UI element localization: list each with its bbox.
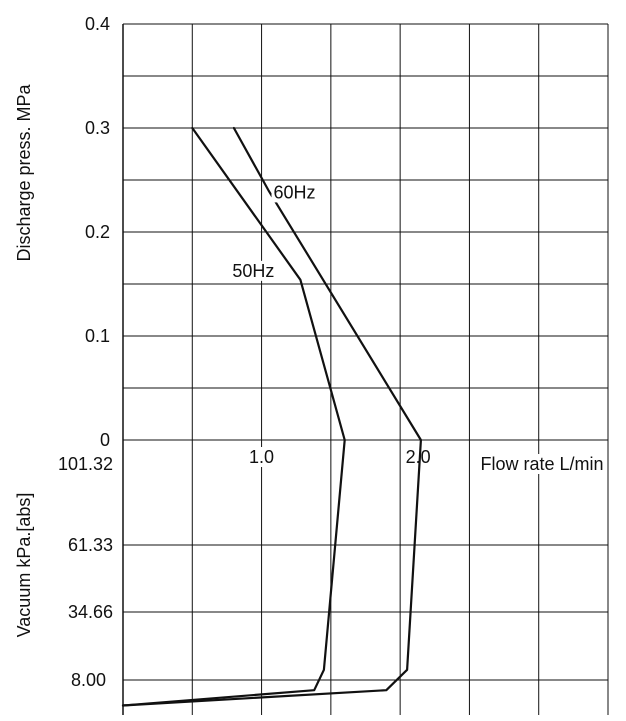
tick-labels: 1.0 2.0 0.4 0.3 0.2 0.1 0 101.32 61.33 3… [58,14,433,690]
series-lines [121,126,422,707]
label-background [478,454,606,474]
pressure-tick-label-0.4: 0.4 [85,14,110,34]
series-label-background [271,182,318,203]
pressure-tick-label-0.1: 0.1 [85,326,110,346]
vacuum-axis-label: Vacuum kPa.[abs] [14,493,34,638]
series-line-60hz [121,126,422,707]
vacuum-tick-label-8.00: 8.00 [71,670,106,690]
vacuum-tick-label-101.32: 101.32 [58,454,113,474]
series-labels: 50Hz 60Hz [230,182,318,281]
label-background [403,447,433,467]
chart-grid [122,23,609,715]
series-label-background [230,260,277,281]
x-tick-label-2: 2.0 [406,447,431,467]
axis-labels: Flow rate L/min Discharge press. MPa Vac… [14,83,606,637]
pressure-tick-label-0: 0 [100,430,110,450]
pressure-tick-label-0.2: 0.2 [85,222,110,242]
label-background [247,447,277,467]
series-line-50hz [121,126,346,707]
vacuum-tick-label-61.33: 61.33 [68,535,113,555]
series-label-50hz: 50Hz [232,261,274,281]
vacuum-tick-label-34.66: 34.66 [68,602,113,622]
pressure-axis-label: Discharge press. MPa [14,83,34,261]
series-label-60hz: 60Hz [274,182,316,202]
x-axis-label: Flow rate L/min [480,454,603,474]
pressure-tick-label-0.3: 0.3 [85,118,110,138]
x-tick-label-1: 1.0 [249,447,274,467]
